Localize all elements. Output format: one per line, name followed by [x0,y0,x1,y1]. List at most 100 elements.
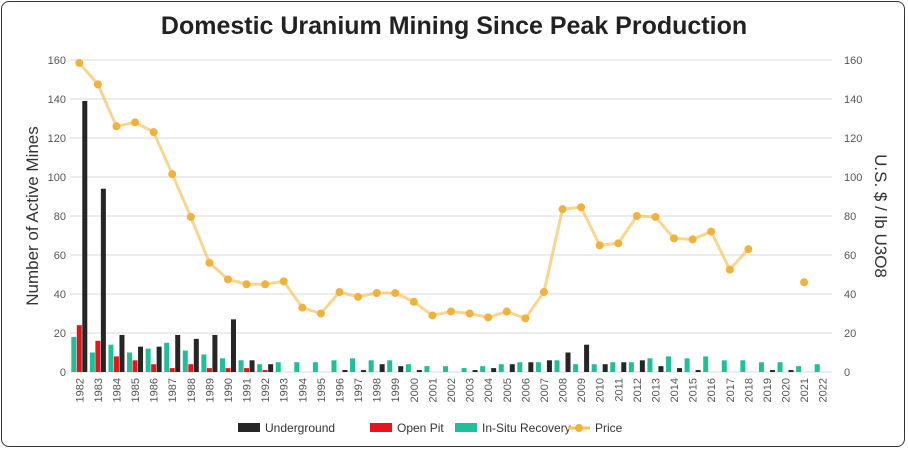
bar-underground [639,360,645,372]
bar-underground [138,346,144,372]
x-tick-label: 2005 [502,378,514,402]
x-tick-label: 2013 [650,378,662,402]
bar-in-situ-recovery [628,362,634,372]
price-point [372,289,381,298]
bar-open-pit [169,368,175,372]
y-tick-label: 100 [48,172,66,184]
bar-underground [193,338,199,372]
price-point [670,234,679,243]
x-tick-label: 2007 [539,378,551,402]
x-tick-label: 2002 [446,378,458,402]
bar-in-situ-recovery [387,360,393,372]
x-tick-label: 2004 [483,378,495,402]
bar-underground [156,346,162,372]
bar-in-situ-recovery [461,368,467,372]
x-tick-label: 1988 [186,378,198,402]
y-tick-label: 120 [48,133,66,145]
x-tick-label: 2019 [762,378,774,402]
bar-in-situ-recovery [610,362,616,372]
x-tick-label: 2001 [427,378,439,402]
x-tick-label: 2000 [409,378,421,402]
price-point [539,288,548,297]
x-tick-label: 2020 [781,378,793,402]
bar-in-situ-recovery [535,362,541,372]
bar-underground [528,362,534,372]
y-tick-label: 40 [54,289,66,301]
bar-underground [695,370,701,372]
bar-in-situ-recovery [443,366,448,372]
price-point [205,258,214,267]
price-point [335,288,344,297]
x-tick-label: 1991 [242,378,254,402]
price-point [558,205,567,214]
y-tick-label: 20 [54,328,66,340]
bar-underground [584,344,590,372]
bar-in-situ-recovery [108,344,114,372]
x-tick-label: 1994 [297,378,309,402]
price-point [316,309,325,318]
bar-in-situ-recovery [182,350,188,372]
x-tick-label: 1993 [279,378,291,402]
price-point [261,280,270,289]
x-tick-label: 2006 [520,378,532,402]
legend-marker-price [575,424,583,432]
price-point [428,311,437,320]
y-tick-label: 60 [54,250,66,262]
bar-in-situ-recovery [554,360,560,372]
bar-in-situ-recovery [647,358,653,372]
x-tick-label: 1983 [93,378,105,402]
y2-tick-label: 60 [844,250,856,262]
bar-in-situ-recovery [331,360,337,372]
price-point [149,128,158,137]
price-point [131,118,140,127]
x-tick-label: 1984 [111,378,123,402]
price-point [279,277,288,286]
legend-swatch [370,423,392,432]
bar-underground [342,370,348,372]
x-tick-label: 1987 [167,378,179,402]
x-tick-label: 1998 [372,378,384,402]
price-point [632,212,641,220]
bar-in-situ-recovery [127,352,133,372]
y-tick-label: 160 [48,55,66,67]
bar-underground [416,370,422,372]
price-point [688,235,697,244]
legend-label: Open Pit [397,421,444,435]
x-tick-label: 2021 [799,378,811,402]
x-tick-label: 1985 [130,378,142,402]
y2-tick-label: 20 [844,328,856,340]
bar-in-situ-recovery [71,336,77,372]
bar-in-situ-recovery [405,364,411,372]
price-point [484,313,493,322]
x-tick-label: 2014 [669,378,681,402]
bar-underground [212,334,218,372]
x-tick-label: 1990 [223,378,235,402]
bar-underground [509,364,515,372]
price-point [223,275,232,284]
bar-underground [379,364,385,372]
bar-in-situ-recovery [424,366,430,372]
price-point [186,212,195,221]
price-point [651,212,660,221]
price-point [502,307,511,316]
bar-in-situ-recovery [480,366,486,372]
bar-in-situ-recovery [814,364,820,372]
y2-tick-label: 140 [844,94,862,106]
x-tick-label: 2011 [613,378,625,402]
y2-tick-label: 100 [844,172,862,184]
chart-title: Domestic Uranium Mining Since Peak Produ… [160,12,748,40]
x-tick-label: 1989 [204,378,216,402]
price-point [391,289,400,298]
legend-label: Underground [265,421,335,435]
bar-in-situ-recovery [796,366,802,372]
x-tick-label: 1999 [390,378,402,402]
bar-underground [175,334,181,372]
bar-open-pit [95,340,101,372]
price-line [78,61,750,321]
bar-underground [565,352,571,372]
x-tick-label: 1986 [149,378,161,402]
x-tick-label: 2008 [558,378,570,402]
bar-underground [249,360,255,372]
bar-in-situ-recovery [219,358,225,372]
